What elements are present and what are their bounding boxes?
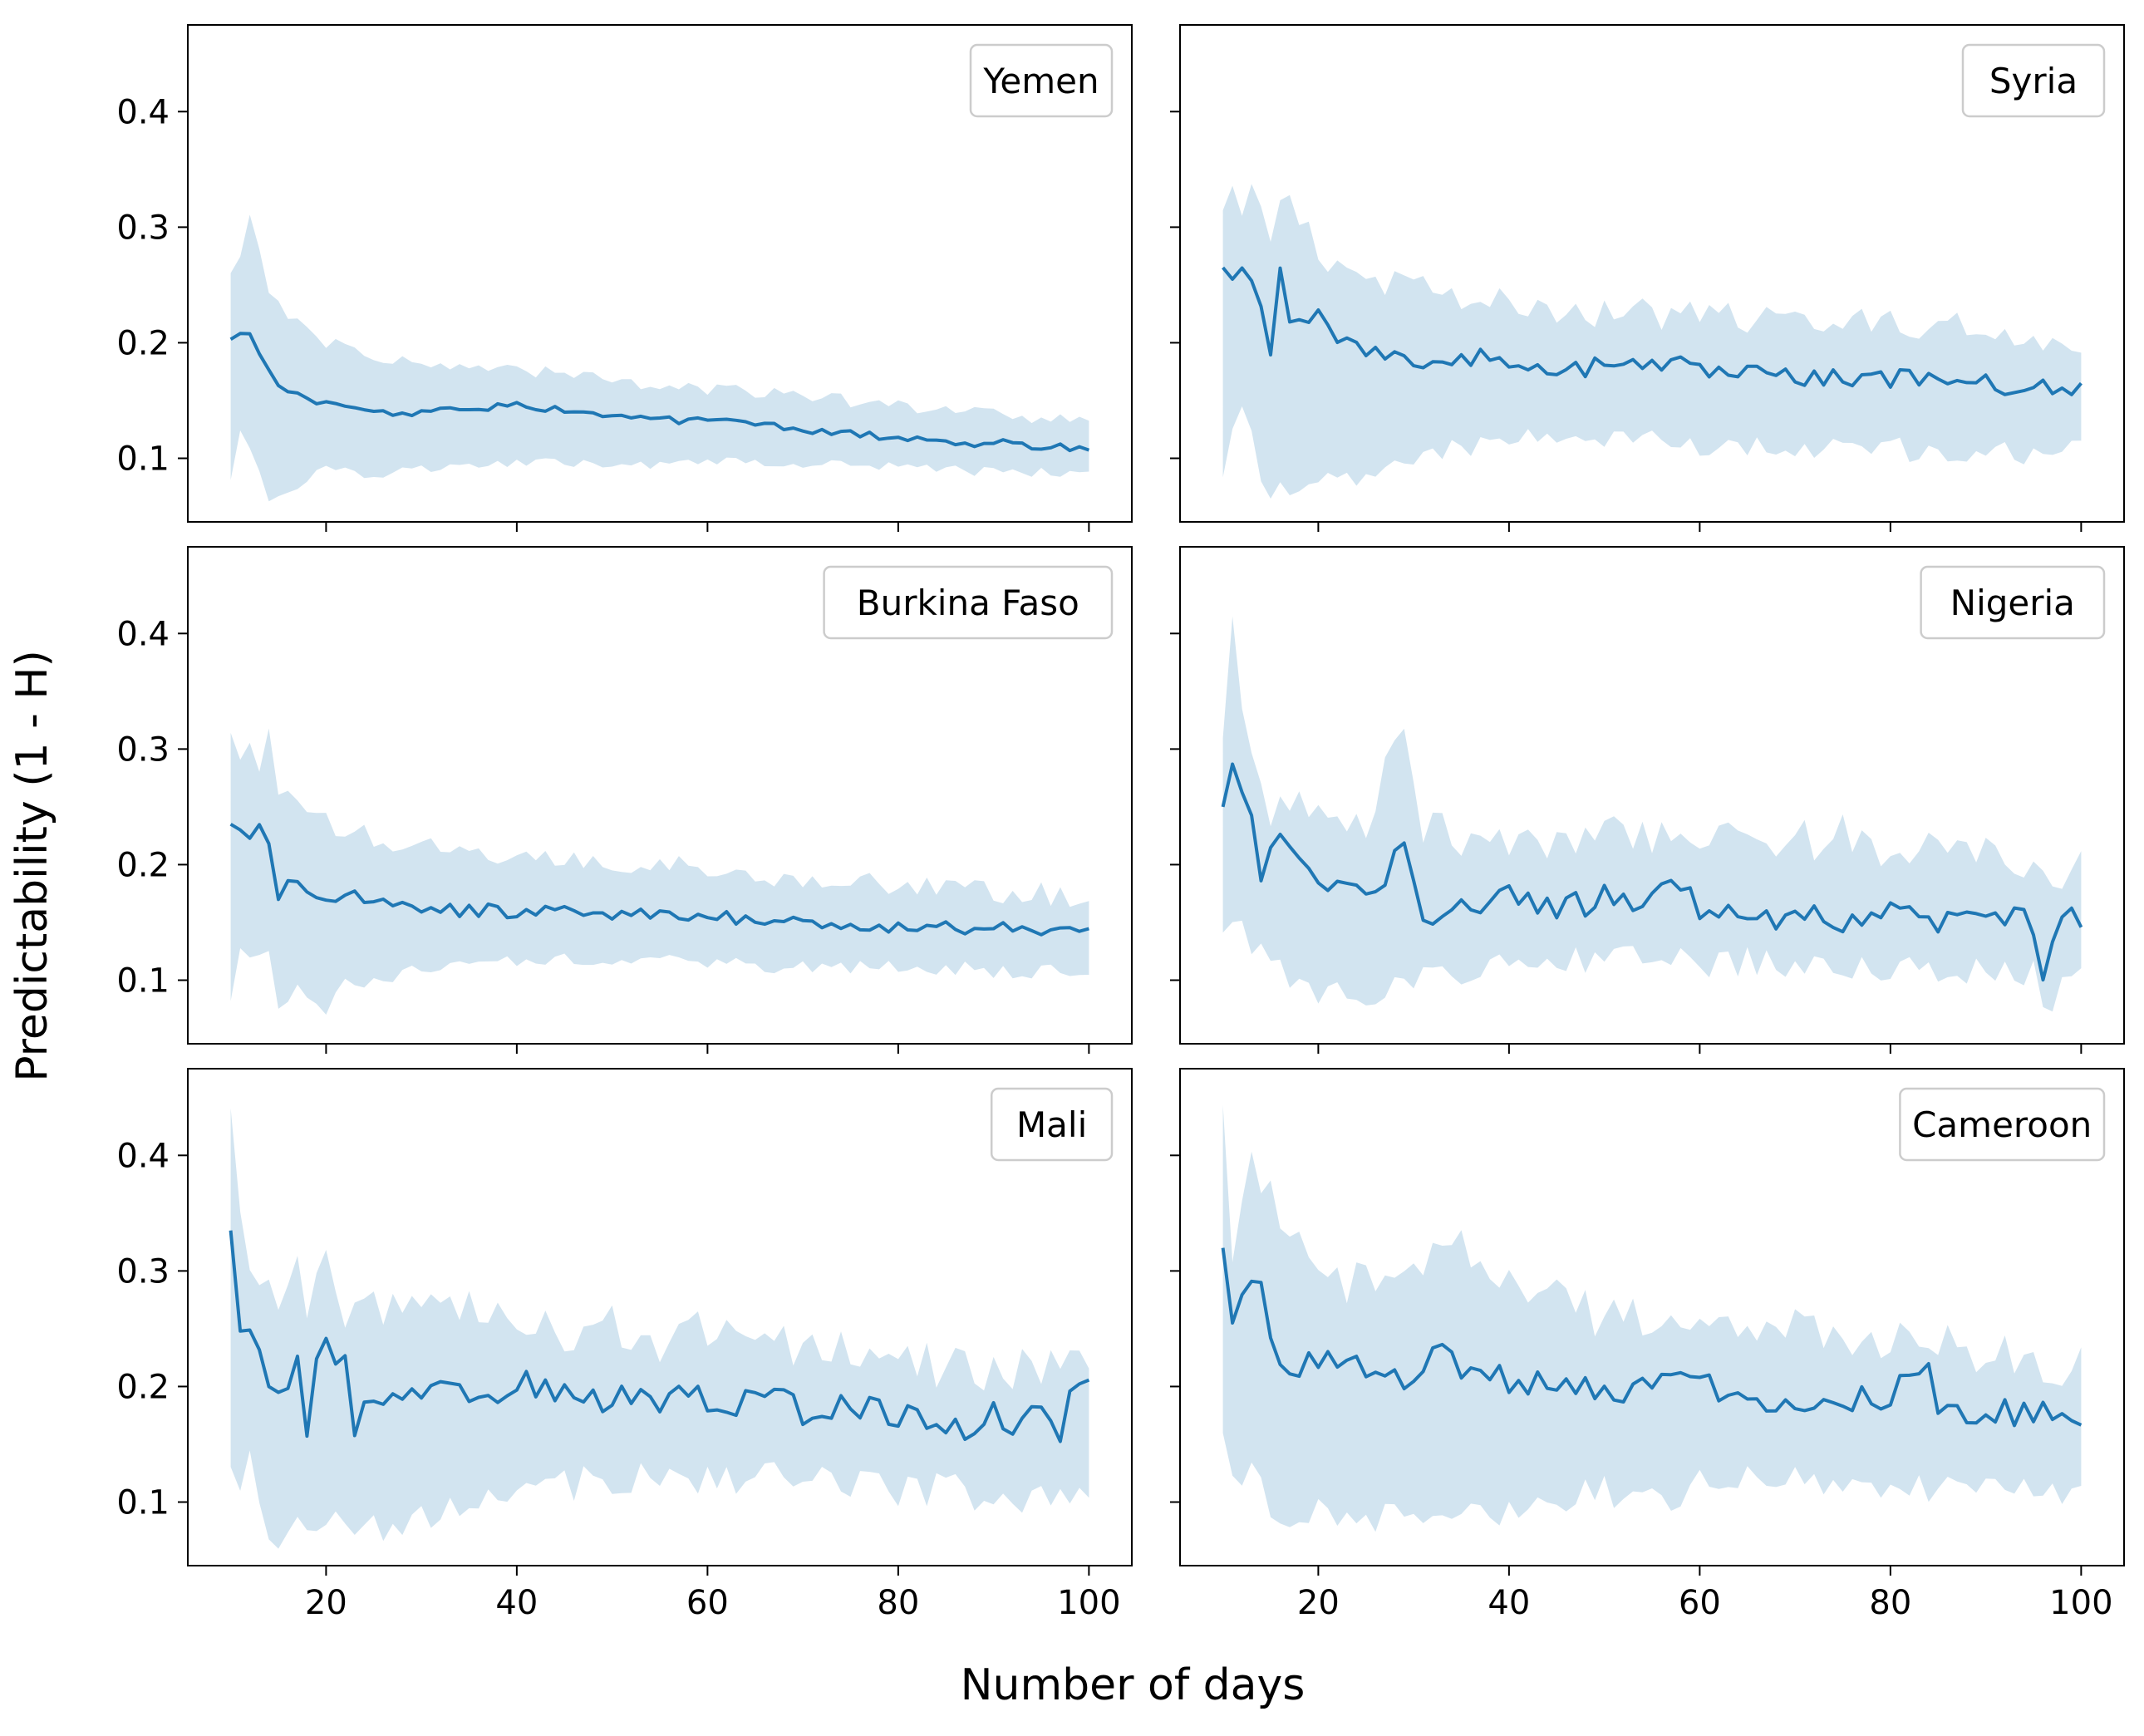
legend-box bbox=[990, 1087, 1114, 1162]
series-line bbox=[229, 1230, 1090, 1443]
panel-nigeria: Nigeria bbox=[1170, 546, 2125, 1054]
axes-frame bbox=[187, 1068, 1133, 1566]
series-line bbox=[1222, 266, 2083, 396]
y-tick-label: 0.3 bbox=[116, 1252, 170, 1291]
panel-title: Cameroon bbox=[1912, 1104, 2092, 1145]
y-tick-label: 0.4 bbox=[116, 1137, 170, 1175]
series-line bbox=[229, 332, 1090, 453]
legend-box bbox=[1961, 43, 2106, 118]
panel-title: Yemen bbox=[982, 61, 1099, 101]
x-axis-title: Number of days bbox=[961, 1660, 1306, 1710]
y-tick-label: 0.2 bbox=[116, 1368, 170, 1406]
panel-title: Mali bbox=[1016, 1104, 1087, 1145]
confidence-band bbox=[230, 214, 1089, 502]
axes-frame bbox=[1179, 546, 2125, 1045]
x-tick-label: 80 bbox=[877, 1584, 919, 1622]
axes-frame bbox=[187, 24, 1133, 523]
y-tick-label: 0.3 bbox=[116, 209, 170, 247]
panel-syria: Syria bbox=[1170, 24, 2125, 532]
x-tick-label: 60 bbox=[686, 1584, 729, 1622]
legend-box bbox=[1920, 565, 2106, 640]
x-tick-label: 100 bbox=[1057, 1584, 1120, 1622]
y-tick-label: 0.2 bbox=[116, 846, 170, 884]
y-tick-label: 0.1 bbox=[116, 1484, 170, 1522]
x-tick-label: 20 bbox=[305, 1584, 347, 1622]
confidence-band bbox=[1222, 184, 2082, 499]
x-tick-label: 60 bbox=[1679, 1584, 1721, 1622]
confidence-band bbox=[1222, 616, 2082, 1012]
legend-box bbox=[823, 565, 1114, 640]
confidence-band bbox=[230, 728, 1089, 1015]
series-line bbox=[229, 823, 1089, 937]
confidence-band bbox=[230, 1108, 1089, 1549]
x-tick-label: 100 bbox=[2049, 1584, 2112, 1622]
panel-cameroon: 20 40 60 80 100 Cameroon bbox=[1170, 1068, 2125, 1622]
panel-title: Syria bbox=[1989, 61, 2078, 101]
x-tick-label: 80 bbox=[1869, 1584, 1911, 1622]
panel-burkina-faso: 0.1 0.2 0.3 0.4 Burkina Faso bbox=[116, 546, 1133, 1054]
x-tick-label: 40 bbox=[495, 1584, 538, 1622]
y-tick-label: 0.1 bbox=[116, 440, 170, 479]
series-line bbox=[1221, 1247, 2083, 1428]
x-tick-label: 40 bbox=[1488, 1584, 1530, 1622]
panel-title: Nigeria bbox=[1950, 583, 2075, 623]
y-tick-label: 0.4 bbox=[116, 93, 170, 131]
confidence-band bbox=[1222, 1104, 2082, 1532]
axes-frame bbox=[187, 546, 1133, 1045]
legend-box bbox=[969, 43, 1114, 118]
y-tick-label: 0.4 bbox=[116, 615, 170, 653]
panel-title: Burkina Faso bbox=[857, 583, 1079, 623]
y-tick-label: 0.3 bbox=[116, 730, 170, 769]
y-tick-label: 0.2 bbox=[116, 324, 170, 362]
panel-mali: 0.1 0.2 0.3 0.4 20 40 60 80 100 Mali bbox=[116, 1068, 1133, 1622]
axes-frame bbox=[1179, 1068, 2125, 1566]
legend-box bbox=[1899, 1087, 2106, 1162]
axes-frame bbox=[1179, 24, 2125, 523]
panel-yemen: 0.1 0.2 0.3 0.4 Yemen bbox=[116, 24, 1133, 532]
x-tick-label: 20 bbox=[1297, 1584, 1340, 1622]
y-axis-title: Predictability (1 - H) bbox=[7, 650, 57, 1082]
series-line bbox=[1221, 762, 2083, 982]
y-tick-label: 0.1 bbox=[116, 962, 170, 1001]
